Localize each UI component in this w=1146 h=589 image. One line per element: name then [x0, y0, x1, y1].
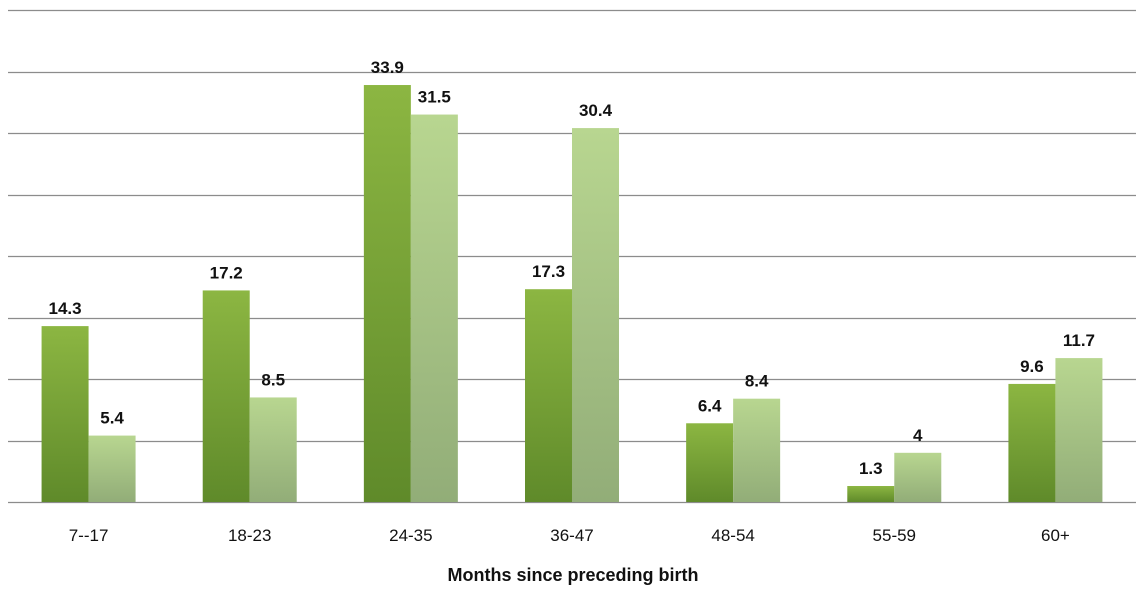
data-label: 6.4: [698, 396, 722, 415]
data-label: 1.3: [859, 459, 883, 478]
data-label: 14.3: [49, 299, 82, 318]
data-label: 9.6: [1020, 357, 1044, 376]
bar-series-2-7--17: [88, 435, 136, 502]
bar-series-2-60+: [1055, 358, 1103, 502]
data-label: 5.4: [100, 409, 124, 428]
bar-series-2-36-47: [572, 128, 619, 502]
data-label: 33.9: [371, 58, 404, 77]
x-tick-label: 24-35: [389, 526, 432, 545]
bar-series-1-24-35: [363, 85, 411, 502]
x-tick-labels: 7--17 18-23 24-35 36-47 48-54 55-59 60+: [69, 526, 1070, 545]
bar-series-1-48-54: [686, 423, 734, 502]
bar-series-2-24-35: [410, 114, 458, 503]
x-axis-title: Months since preceding birth: [447, 565, 698, 585]
data-label: 30.4: [579, 101, 613, 120]
data-label: 11.7: [1063, 331, 1095, 350]
data-label: 8.4: [745, 372, 769, 391]
bar-series-1-36-47: [525, 289, 572, 502]
data-label: 31.5: [418, 88, 451, 107]
data-label: 8.5: [261, 370, 285, 389]
x-tick-label: 48-54: [711, 526, 754, 545]
bar-series-2-48-54: [733, 398, 781, 502]
bar-series-2-18-23: [249, 397, 297, 502]
bar-series-1-7--17: [41, 326, 89, 502]
data-label: 17.2: [210, 263, 243, 282]
x-tick-label: 60+: [1041, 526, 1070, 545]
x-tick-label: 7--17: [69, 526, 109, 545]
data-labels-group: 14.3 5.4 17.2 8.5 33.9 31.5 17.3 30.4 6.4 8.4 1.3 4…: [49, 58, 1095, 478]
bar-series-1-60+: [1008, 383, 1056, 502]
x-tick-label: 18-23: [228, 526, 271, 545]
data-label: 4: [913, 426, 923, 445]
bar-series-1-55-59: [847, 486, 895, 502]
data-label: 17.3: [532, 262, 565, 281]
bars-group: [41, 85, 1103, 503]
bar-series-2-55-59: [894, 452, 942, 502]
x-tick-label: 36-47: [550, 526, 593, 545]
bar-series-1-18-23: [202, 290, 250, 502]
x-tick-label: 55-59: [873, 526, 916, 545]
